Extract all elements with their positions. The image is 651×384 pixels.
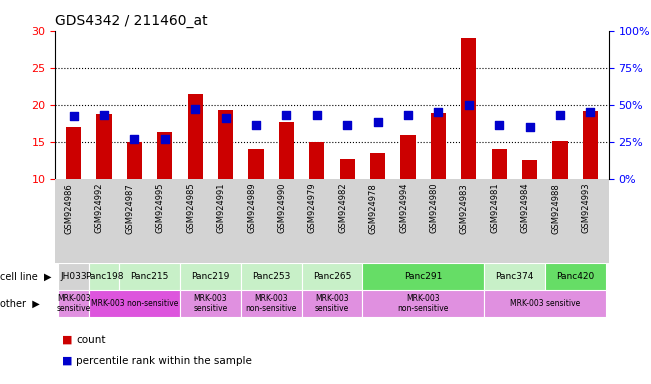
Point — [68, 113, 79, 119]
Bar — [340, 159, 355, 179]
Point — [585, 109, 596, 115]
Text: Panc215: Panc215 — [130, 272, 169, 281]
Text: GSM924984: GSM924984 — [521, 183, 530, 233]
Bar — [241, 290, 301, 317]
Point — [159, 136, 170, 142]
Point — [555, 112, 565, 118]
Bar — [301, 263, 363, 290]
Bar — [59, 290, 89, 317]
Point — [433, 109, 443, 115]
Bar — [249, 149, 264, 179]
Point — [494, 122, 505, 128]
Bar — [553, 141, 568, 179]
Text: other  ▶: other ▶ — [0, 298, 40, 308]
Text: GSM924992: GSM924992 — [95, 183, 104, 233]
Text: Panc219: Panc219 — [191, 272, 230, 281]
Text: cell line  ▶: cell line ▶ — [0, 271, 51, 281]
Text: GSM924979: GSM924979 — [308, 183, 317, 233]
Text: JH033: JH033 — [61, 272, 87, 281]
Text: GSM924981: GSM924981 — [490, 183, 499, 233]
Text: MRK-003
sensitive: MRK-003 sensitive — [193, 294, 227, 313]
Text: ■: ■ — [62, 356, 72, 366]
Text: Panc265: Panc265 — [313, 272, 351, 281]
Bar — [218, 110, 233, 179]
Bar — [484, 263, 545, 290]
Bar — [522, 160, 537, 179]
Text: GSM924982: GSM924982 — [339, 183, 347, 233]
Bar — [363, 263, 484, 290]
Text: Panc420: Panc420 — [556, 272, 594, 281]
Bar — [301, 290, 363, 317]
Text: GSM924991: GSM924991 — [217, 183, 226, 233]
Text: MRK-003 non-sensitive: MRK-003 non-sensitive — [90, 299, 178, 308]
Text: Panc253: Panc253 — [252, 272, 290, 281]
Bar — [309, 142, 324, 179]
Point — [129, 136, 139, 142]
Bar — [59, 263, 89, 290]
Text: Panc291: Panc291 — [404, 272, 443, 281]
Bar — [400, 135, 415, 179]
Text: Panc198: Panc198 — [85, 272, 123, 281]
Point — [525, 124, 535, 130]
Text: Panc374: Panc374 — [495, 272, 534, 281]
Text: ■: ■ — [62, 335, 72, 345]
Point — [99, 112, 109, 118]
Point — [372, 119, 383, 126]
Bar — [157, 132, 173, 179]
Text: GSM924988: GSM924988 — [551, 183, 560, 233]
Bar — [187, 94, 203, 179]
Text: GSM924989: GSM924989 — [247, 183, 256, 233]
Bar — [180, 263, 241, 290]
Text: GSM924987: GSM924987 — [126, 183, 134, 233]
Bar — [180, 290, 241, 317]
Text: GSM924985: GSM924985 — [186, 183, 195, 233]
Text: GSM924993: GSM924993 — [581, 183, 590, 233]
Bar — [279, 122, 294, 179]
Point — [221, 115, 231, 121]
Text: GSM924994: GSM924994 — [399, 183, 408, 233]
Text: GSM924983: GSM924983 — [460, 183, 469, 233]
Bar — [241, 263, 301, 290]
Bar — [89, 290, 180, 317]
Text: count: count — [76, 335, 105, 345]
Text: GDS4342 / 211460_at: GDS4342 / 211460_at — [55, 14, 208, 28]
Bar — [119, 263, 180, 290]
Text: MRK-003
non-sensitive: MRK-003 non-sensitive — [245, 294, 297, 313]
Point — [312, 112, 322, 118]
Point — [281, 112, 292, 118]
Text: percentile rank within the sample: percentile rank within the sample — [76, 356, 252, 366]
Text: GSM924986: GSM924986 — [64, 183, 74, 233]
Text: GSM924995: GSM924995 — [156, 183, 165, 233]
Point — [342, 122, 352, 128]
Bar — [545, 263, 605, 290]
Bar — [484, 290, 605, 317]
Text: GSM924980: GSM924980 — [430, 183, 438, 233]
Bar — [492, 149, 507, 179]
Bar — [96, 114, 111, 179]
Bar — [370, 153, 385, 179]
Bar — [583, 111, 598, 179]
Text: GSM924990: GSM924990 — [277, 183, 286, 233]
Point — [464, 102, 474, 108]
Point — [190, 106, 201, 112]
Text: MRK-003
sensitive: MRK-003 sensitive — [315, 294, 349, 313]
Text: GSM924978: GSM924978 — [368, 183, 378, 233]
Bar — [363, 290, 484, 317]
Bar — [431, 113, 446, 179]
Text: MRK-003 sensitive: MRK-003 sensitive — [510, 299, 580, 308]
Text: MRK-003
sensitive: MRK-003 sensitive — [57, 294, 90, 313]
Bar — [89, 263, 119, 290]
Bar — [127, 142, 142, 179]
Point — [251, 122, 261, 128]
Bar — [461, 38, 477, 179]
Point — [403, 112, 413, 118]
Text: MRK-003
non-sensitive: MRK-003 non-sensitive — [398, 294, 449, 313]
Bar — [66, 127, 81, 179]
